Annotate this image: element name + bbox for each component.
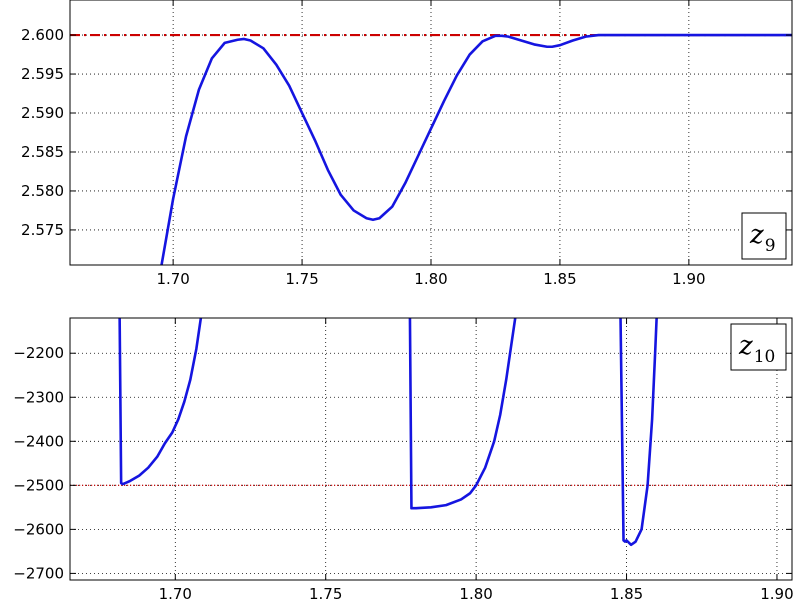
legend-subscript-z10: 10: [754, 347, 776, 367]
series-z9: [160, 33, 792, 265]
legend-label-z10: z10: [738, 331, 775, 367]
ticks-z9: [70, 0, 792, 265]
ticks-z10: [70, 318, 792, 580]
x-tick-labels-z9: 1.70 1.75 1.80 1.85 1.90: [156, 270, 705, 288]
legend-z9: z9: [741, 212, 787, 260]
legend-box-z9: [741, 212, 787, 260]
y-tick-label-4: −2300: [13, 388, 64, 406]
x-tick-label-3: 1.85: [543, 270, 576, 288]
y-tick-label-0: −2700: [13, 564, 64, 582]
legend-symbol-z9: z: [749, 220, 764, 250]
x-tick-label-1: 1.75: [309, 585, 342, 603]
x-tick-label-4: 1.90: [672, 270, 705, 288]
x-tick-label-1: 1.75: [285, 270, 318, 288]
y-tick-label-2: −2500: [13, 476, 64, 494]
y-tick-label-1: −2600: [13, 520, 64, 538]
grid-z9: [70, 0, 792, 265]
series-line-0-segment-0: [160, 33, 792, 265]
y-tick-labels-z9: 2.575 2.580 2.585 2.590 2.595 2.600: [21, 26, 64, 239]
x-tick-label-4: 1.90: [760, 585, 793, 603]
series-line-0-segment-1: [408, 318, 517, 510]
series-z10: [118, 318, 658, 547]
axes-frame-z10: [69, 317, 793, 581]
x-tick-label-0: 1.70: [159, 585, 192, 603]
series-line-0-segment-0: [118, 318, 203, 486]
legend-box-z10: [730, 323, 787, 371]
grid-z10: [70, 318, 792, 580]
legend-z10: z10: [730, 323, 787, 371]
y-tick-label-3: −2400: [13, 432, 64, 450]
x-tick-label-2: 1.80: [414, 270, 447, 288]
y-tick-label-3: 2.590: [21, 104, 64, 122]
y-tick-label-4: 2.595: [21, 65, 64, 83]
x-tick-label-2: 1.80: [459, 585, 492, 603]
legend-symbol-z10: z: [738, 331, 753, 361]
legend-subscript-z9: 9: [765, 236, 776, 256]
y-tick-label-5: −2200: [13, 344, 64, 362]
y-tick-labels-z10: −2700 −2600 −2500 −2400 −2300 −2200: [13, 344, 64, 582]
y-tick-label-5: 2.600: [21, 26, 64, 44]
x-tick-label-3: 1.85: [610, 585, 643, 603]
y-tick-label-1: 2.580: [21, 182, 64, 200]
legend-label-z9: z9: [749, 220, 776, 256]
y-tick-label-2: 2.585: [21, 143, 64, 161]
chart-panel-z9: 1.70 1.75 1.80 1.85 1.90 2.575 2.580 2.585 2.59…: [21, 0, 793, 288]
series-line-0-segment-2: [619, 318, 658, 547]
chart-panel-z10: 1.70 1.75 1.80 1.85 1.90 −2700 −2600 −2500 −240…: [13, 317, 794, 603]
y-tick-label-0: 2.575: [21, 221, 64, 239]
x-tick-label-0: 1.70: [156, 270, 189, 288]
x-tick-labels-z10: 1.70 1.75 1.80 1.85 1.90: [159, 585, 794, 603]
